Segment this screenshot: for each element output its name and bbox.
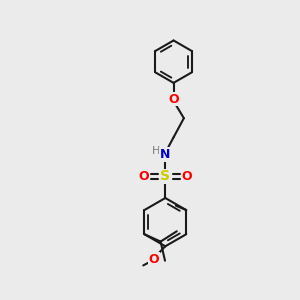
Text: S: S	[160, 169, 170, 184]
Text: O: O	[181, 170, 192, 183]
Text: O: O	[149, 253, 159, 266]
Text: N: N	[160, 148, 170, 161]
Text: O: O	[168, 93, 179, 106]
Text: O: O	[139, 170, 149, 183]
Text: H: H	[152, 146, 160, 156]
